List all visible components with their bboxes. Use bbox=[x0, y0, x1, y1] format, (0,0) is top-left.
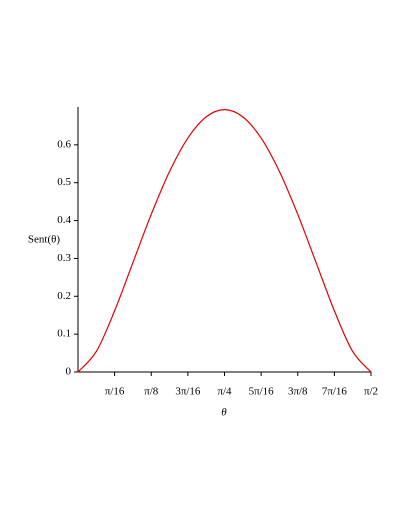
y-tick-label: 0.6 bbox=[57, 138, 71, 150]
x-tick-label: 3π/8 bbox=[288, 386, 308, 398]
x-tick-label: π/2 bbox=[364, 386, 378, 398]
y-tick-label: 0.3 bbox=[57, 252, 71, 264]
x-axis-label: θ bbox=[221, 407, 227, 419]
y-tick-label: 0 bbox=[66, 366, 72, 378]
x-tick-label: 3π/16 bbox=[175, 386, 201, 398]
x-tick-label: 7π/16 bbox=[322, 386, 348, 398]
y-axis-label: Sent(θ) bbox=[28, 234, 60, 246]
x-tick-label: π/8 bbox=[144, 386, 159, 398]
x-tick-label: π/4 bbox=[217, 386, 232, 398]
y-tick-label: 0.2 bbox=[57, 290, 71, 302]
x-tick-label: π/16 bbox=[105, 386, 125, 398]
x-tick-label: 5π/16 bbox=[249, 386, 275, 398]
y-tick-label: 0.4 bbox=[57, 214, 71, 226]
data-line bbox=[77, 109, 372, 373]
y-tick-label: 0.5 bbox=[57, 176, 71, 188]
y-tick-label: 0.1 bbox=[57, 328, 71, 340]
